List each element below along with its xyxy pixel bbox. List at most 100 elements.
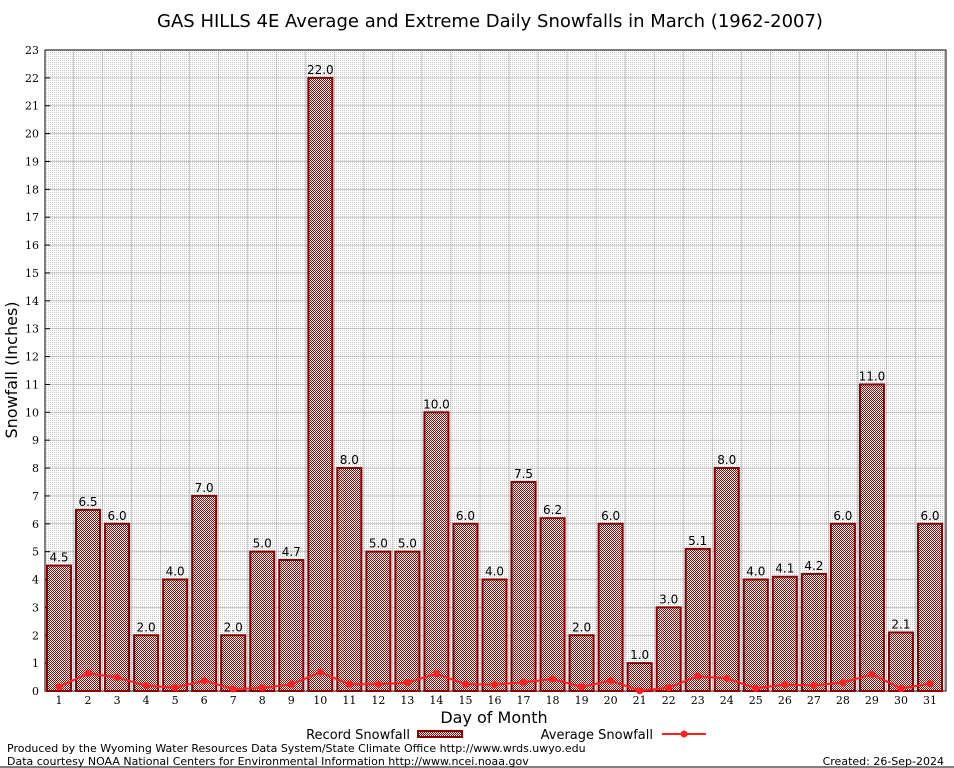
bar-value-label: 4.5 bbox=[49, 551, 68, 565]
bar-record bbox=[336, 467, 363, 693]
bar-record bbox=[568, 634, 595, 692]
average-point bbox=[113, 673, 121, 681]
x-tick-label: 1 bbox=[56, 694, 63, 707]
average-point bbox=[403, 679, 411, 687]
bar-record bbox=[75, 508, 102, 693]
bar-value-label: 6.5 bbox=[78, 495, 97, 509]
bar-value-label: 2.0 bbox=[137, 620, 156, 634]
x-tick-label: 2 bbox=[85, 694, 92, 707]
average-point bbox=[549, 675, 557, 683]
y-tick-label: 7 bbox=[32, 490, 39, 503]
bar-value-label: 6.0 bbox=[108, 509, 127, 523]
y-tick-label: 9 bbox=[32, 434, 39, 447]
x-tick-label: 30 bbox=[894, 694, 908, 707]
x-tick-label: 16 bbox=[488, 694, 502, 707]
bar-value-label: 6.0 bbox=[833, 509, 852, 523]
bar-value-label: 6.0 bbox=[601, 509, 620, 523]
average-point bbox=[55, 683, 63, 691]
bar-record bbox=[539, 517, 566, 692]
bar-value-label: 10.0 bbox=[423, 397, 450, 411]
average-point bbox=[926, 680, 934, 688]
y-tick-label: 8 bbox=[32, 462, 39, 475]
average-point bbox=[665, 684, 673, 692]
footer-data-source: Data courtesy NOAA National Centers for … bbox=[7, 755, 529, 768]
bar-record bbox=[800, 572, 827, 692]
y-tick-label: 12 bbox=[25, 351, 39, 364]
bar-value-label: 5.0 bbox=[369, 537, 388, 551]
average-point bbox=[229, 685, 237, 693]
legend: Record Snowfall Average Snowfall bbox=[306, 728, 706, 743]
bar-record bbox=[597, 522, 624, 692]
average-point bbox=[374, 680, 382, 688]
x-tick-label: 26 bbox=[778, 694, 792, 707]
footer-producer: Produced by the Wyoming Water Resources … bbox=[7, 742, 586, 755]
y-tick-label: 14 bbox=[25, 295, 39, 308]
bar-value-label: 5.1 bbox=[688, 534, 707, 548]
bar-value-label: 4.0 bbox=[746, 565, 765, 579]
average-point bbox=[868, 670, 876, 678]
average-point bbox=[723, 674, 731, 682]
y-tick-label: 23 bbox=[25, 44, 39, 57]
y-tick-label: 10 bbox=[25, 406, 39, 419]
bar-record bbox=[307, 76, 334, 692]
bar-value-label: 4.7 bbox=[282, 545, 301, 559]
bar-value-label: 5.0 bbox=[253, 537, 272, 551]
y-tick-label: 6 bbox=[32, 518, 39, 531]
bar-record bbox=[365, 550, 392, 692]
bar-value-label: 2.0 bbox=[572, 620, 591, 634]
bar-record bbox=[104, 522, 131, 692]
x-tick-label: 10 bbox=[313, 694, 327, 707]
bar-value-label: 6.0 bbox=[456, 509, 475, 523]
x-tick-label: 25 bbox=[749, 694, 763, 707]
y-tick-label: 15 bbox=[25, 267, 39, 280]
x-tick-label: 7 bbox=[230, 694, 237, 707]
average-point bbox=[520, 678, 528, 686]
bar-record bbox=[655, 606, 682, 692]
bar-record bbox=[423, 411, 450, 692]
legend-average-marker bbox=[680, 730, 688, 738]
x-tick-label: 9 bbox=[288, 694, 295, 707]
bar-value-label: 22.0 bbox=[307, 63, 334, 77]
y-tick-label: 13 bbox=[25, 323, 39, 336]
x-tick-label: 29 bbox=[865, 694, 879, 707]
legend-average-label: Average Snowfall bbox=[541, 728, 653, 743]
bar-value-label: 7.0 bbox=[195, 481, 214, 495]
y-tick-label: 22 bbox=[25, 72, 39, 85]
y-tick-label: 16 bbox=[25, 239, 39, 252]
x-tick-label: 6 bbox=[201, 694, 208, 707]
footer-created: Created: 26-Sep-2024 bbox=[823, 755, 944, 768]
bar-record bbox=[510, 480, 537, 693]
bar-value-label: 8.0 bbox=[340, 453, 359, 467]
bar-record bbox=[394, 550, 421, 692]
x-tick-label: 18 bbox=[546, 694, 560, 707]
bar-record bbox=[220, 634, 247, 692]
bar-value-label: 6.0 bbox=[920, 509, 939, 523]
x-tick-label: 12 bbox=[371, 694, 385, 707]
average-point bbox=[752, 684, 760, 692]
x-tick-label: 14 bbox=[429, 694, 443, 707]
x-tick-label: 23 bbox=[691, 694, 705, 707]
x-tick-label: 22 bbox=[662, 694, 676, 707]
average-point bbox=[839, 679, 847, 687]
legend-record-label: Record Snowfall bbox=[306, 728, 410, 743]
y-tick-label: 3 bbox=[32, 601, 39, 614]
average-point bbox=[142, 682, 150, 690]
y-tick-label: 1 bbox=[32, 657, 39, 670]
bar-record bbox=[742, 578, 769, 692]
bar-record bbox=[162, 578, 189, 692]
bar-value-label: 5.0 bbox=[398, 537, 417, 551]
average-point bbox=[810, 681, 818, 689]
average-point bbox=[345, 680, 353, 688]
bar-record bbox=[452, 522, 479, 692]
y-tick-label: 2 bbox=[32, 629, 39, 642]
y-tick-label: 20 bbox=[25, 128, 39, 141]
average-point bbox=[781, 681, 789, 689]
bar-value-label: 2.1 bbox=[891, 617, 910, 631]
x-tick-label: 4 bbox=[143, 694, 150, 707]
average-point bbox=[607, 677, 615, 685]
y-tick-label: 17 bbox=[25, 211, 39, 224]
x-tick-label: 17 bbox=[517, 694, 531, 707]
x-tick-label: 3 bbox=[114, 694, 121, 707]
bar-record bbox=[249, 550, 276, 692]
bar-value-label: 8.0 bbox=[717, 453, 736, 467]
